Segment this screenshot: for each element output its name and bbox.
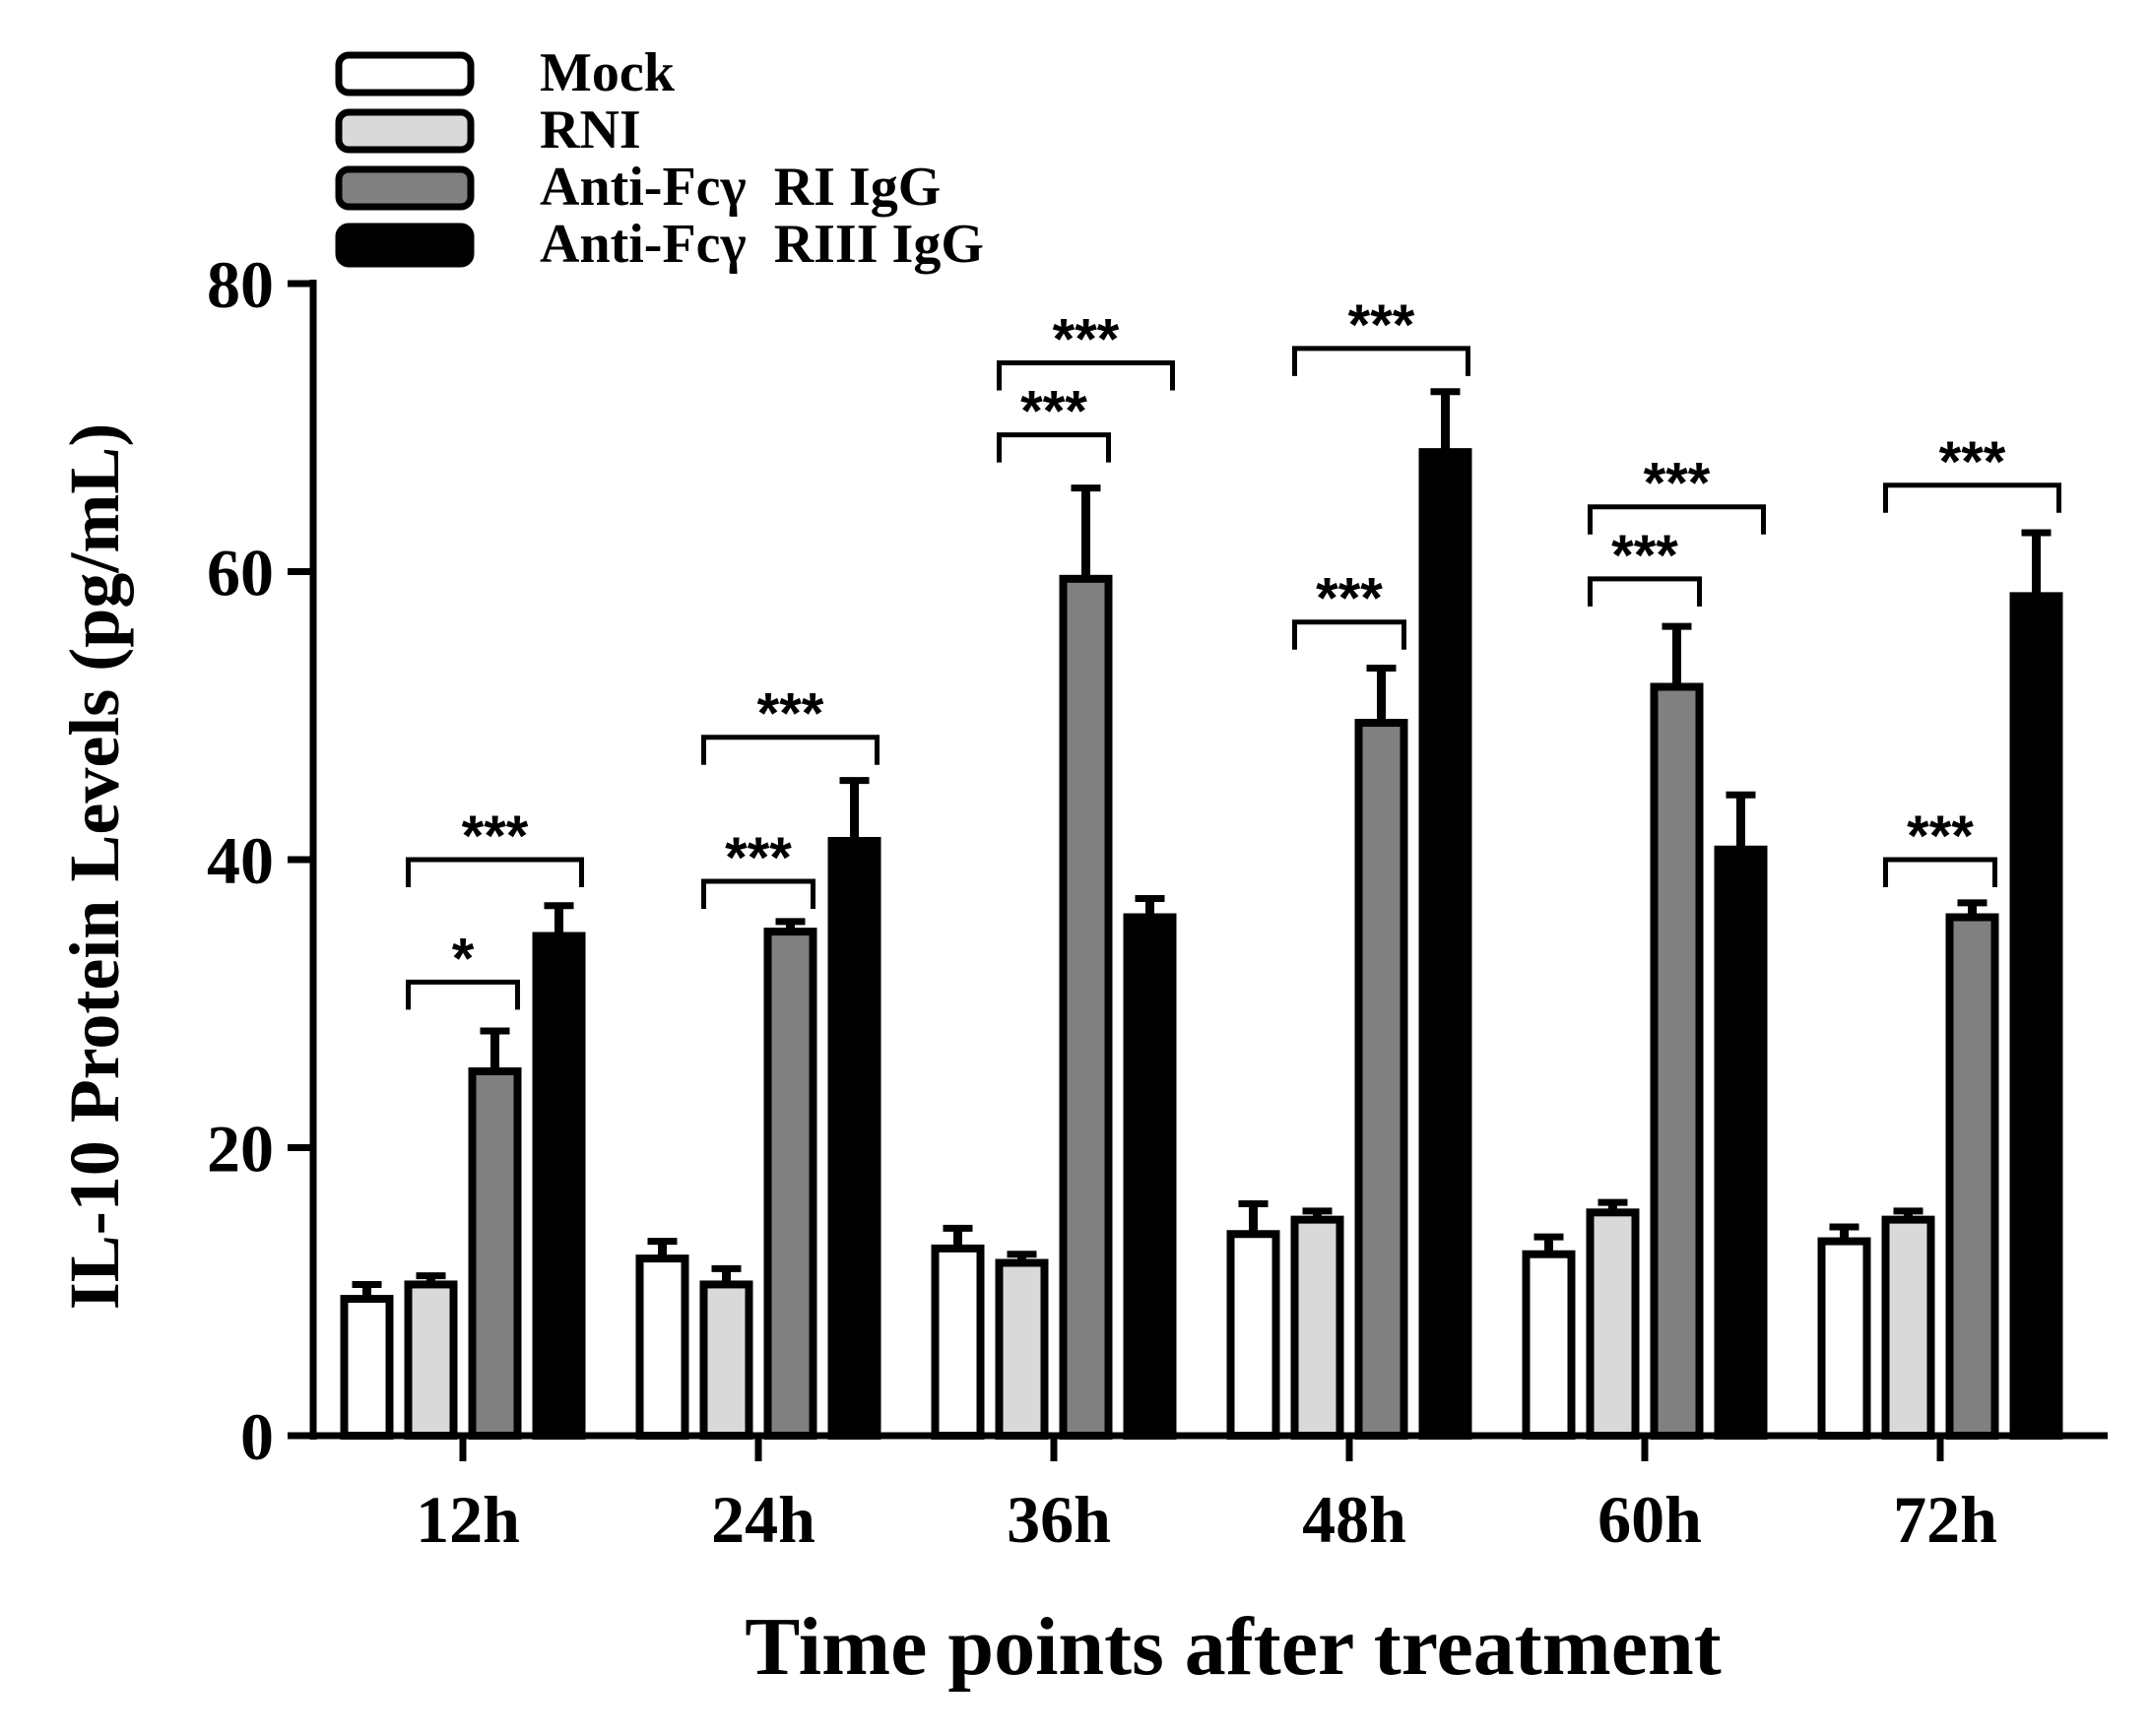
legend-swatch-2 <box>335 165 475 211</box>
bar-72h-antifcriigg <box>1945 913 1999 1440</box>
x-tick-label-60h: 60h <box>1597 1482 1702 1557</box>
significance-label-72h-11: *** <box>1939 430 2006 494</box>
bar-72h-antifcriiiigg <box>2009 592 2063 1440</box>
y-tick-label-60: 60 <box>207 536 274 611</box>
bar-48h-mock <box>1226 1230 1280 1440</box>
bar-48h-antifcriiiigg <box>1418 448 1472 1440</box>
bar-12h-mock <box>340 1295 394 1440</box>
x-tick-label-72h: 72h <box>1893 1482 1997 1557</box>
bar-24h-rni <box>699 1280 753 1440</box>
bar-60h-antifcriiiigg <box>1714 845 1768 1440</box>
significance-label-24h-3: *** <box>757 682 824 746</box>
bar-36h-mock <box>931 1244 985 1440</box>
significance-label-12h-0: * <box>452 927 475 991</box>
significance-label-12h-1: *** <box>462 804 529 868</box>
x-axis-label: Time points after treatment <box>745 1601 1721 1693</box>
x-tick-label-48h: 48h <box>1302 1482 1406 1557</box>
x-tick-label-36h: 36h <box>1007 1482 1111 1557</box>
significance-bracket-48h-7 <box>1292 346 1470 376</box>
legend-swatch-0 <box>335 51 475 96</box>
significance-bracket-36h-4 <box>997 432 1111 463</box>
legend-swatch-3 <box>335 223 475 268</box>
significance-bracket-24h-3 <box>701 735 880 765</box>
bar-36h-rni <box>995 1258 1049 1440</box>
legend-label-3: Anti-Fcγ RIII IgG <box>540 214 984 275</box>
legend-label-2: Anti-Fcγ RI IgG <box>540 157 941 218</box>
significance-label-48h-6: *** <box>1316 567 1383 631</box>
significance-bracket-24h-2 <box>701 878 815 909</box>
bar-24h-mock <box>635 1254 689 1441</box>
y-tick-label-80: 80 <box>207 247 274 322</box>
legend-label-0: Mock <box>540 42 676 103</box>
significance-label-36h-5: *** <box>1053 307 1120 371</box>
y-tick-label-20: 20 <box>207 1112 274 1187</box>
significance-label-60h-8: *** <box>1611 524 1678 588</box>
bar-12h-antifcriigg <box>468 1066 522 1441</box>
significance-label-48h-7: *** <box>1348 293 1415 357</box>
significance-label-24h-2: *** <box>725 826 792 890</box>
bar-60h-mock <box>1522 1250 1576 1440</box>
significance-bracket-72h-10 <box>1883 857 1997 887</box>
bar-72h-rni <box>1881 1215 1935 1440</box>
y-tick-label-0: 0 <box>240 1399 274 1474</box>
bar-36h-antifcriigg <box>1059 574 1113 1440</box>
bar-12h-rni <box>404 1280 458 1440</box>
bar-60h-rni <box>1586 1208 1640 1440</box>
bar-60h-antifcriigg <box>1650 682 1704 1440</box>
y-tick-label-40: 40 <box>207 823 274 898</box>
significance-bracket-48h-6 <box>1292 619 1406 650</box>
y-axis-label: IL-10 Protein Levels (pg/mL) <box>55 423 134 1311</box>
x-tick-label-12h: 12h <box>416 1482 520 1557</box>
legend-label-1: RNI <box>540 99 641 161</box>
significance-label-72h-10: *** <box>1907 804 1974 868</box>
bar-24h-antifcriigg <box>763 928 817 1440</box>
bar-36h-antifcriiiigg <box>1123 913 1177 1440</box>
bar-72h-mock <box>1817 1237 1871 1440</box>
significance-bracket-60h-9 <box>1588 504 1766 535</box>
significance-bracket-60h-8 <box>1588 576 1702 607</box>
bar-24h-antifcriiiigg <box>827 836 881 1440</box>
significance-bracket-36h-5 <box>997 359 1175 391</box>
bar-48h-antifcriigg <box>1354 719 1408 1440</box>
x-tick-label-24h: 24h <box>711 1482 815 1557</box>
significance-bracket-72h-11 <box>1883 482 2061 513</box>
significance-bracket-12h-0 <box>406 979 520 1010</box>
significance-bracket-12h-1 <box>406 857 584 887</box>
bar-48h-rni <box>1290 1215 1344 1440</box>
bar-12h-antifcriiiigg <box>532 932 586 1440</box>
significance-label-36h-4: *** <box>1020 380 1087 444</box>
significance-label-60h-9: *** <box>1644 452 1711 516</box>
legend-swatch-1 <box>335 108 475 154</box>
